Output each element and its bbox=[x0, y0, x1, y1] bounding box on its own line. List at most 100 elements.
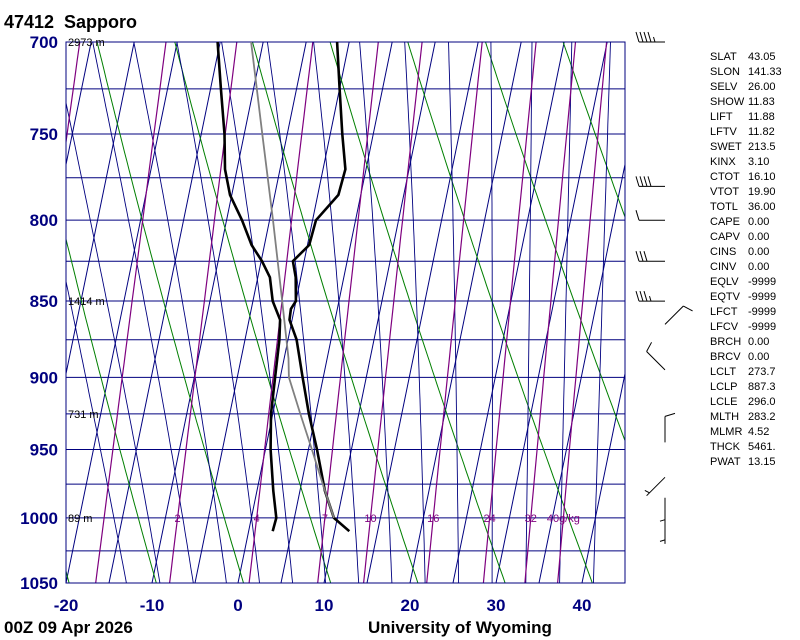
index-row: LCLE 296.0 bbox=[710, 395, 800, 410]
index-value: 4.52 bbox=[748, 426, 770, 438]
footer-source: University of Wyoming bbox=[368, 618, 552, 637]
barb-full bbox=[646, 342, 653, 352]
mixing-ratio-line bbox=[169, 42, 238, 583]
isotherm bbox=[66, 42, 178, 583]
temperature-tick-label: 30 bbox=[487, 596, 506, 615]
isotherm bbox=[366, 42, 479, 583]
station-id: 47412 bbox=[4, 12, 54, 32]
mixing-ratio-label: 7 bbox=[322, 513, 328, 525]
index-value: 0.00 bbox=[748, 246, 770, 258]
index-row: CAPV 0.00 bbox=[710, 230, 800, 245]
pressure-tick-label: 900 bbox=[30, 368, 58, 387]
index-value: -9999 bbox=[748, 276, 777, 288]
wind-barb bbox=[635, 176, 665, 187]
barb-full bbox=[635, 290, 640, 302]
barb-full bbox=[664, 412, 676, 417]
index-name: SLAT bbox=[710, 51, 737, 63]
isotherm bbox=[495, 42, 608, 583]
isotherm bbox=[409, 42, 522, 583]
barb-half bbox=[649, 295, 652, 302]
index-value: -9999 bbox=[748, 291, 777, 303]
moist-adiabat bbox=[490, 42, 493, 583]
index-name: CINV bbox=[710, 261, 737, 273]
isotherm bbox=[108, 42, 221, 583]
moist-adiabat bbox=[448, 42, 460, 583]
wind-barb bbox=[646, 342, 666, 371]
isotherm bbox=[280, 42, 393, 583]
index-row: MLTH 283.2 bbox=[710, 410, 800, 425]
wind-barb bbox=[635, 31, 665, 43]
wind-barb bbox=[664, 305, 693, 325]
index-name: SHOW bbox=[710, 96, 745, 108]
dry-adiabat bbox=[174, 42, 332, 583]
moist-adiabat bbox=[133, 42, 227, 583]
index-name: LFTV bbox=[710, 126, 737, 138]
wind-barb bbox=[659, 497, 666, 524]
index-value: 0.00 bbox=[748, 351, 770, 363]
mixing-ratio-label: 24 bbox=[483, 513, 495, 525]
barb-staff bbox=[664, 305, 684, 325]
index-name: SWET bbox=[710, 141, 742, 153]
index-value: 0.00 bbox=[748, 216, 770, 228]
parcel-path bbox=[250, 41, 335, 519]
barb-full bbox=[639, 251, 644, 262]
temperature-tick-label: 0 bbox=[233, 596, 242, 615]
index-value: 5461. bbox=[748, 441, 776, 453]
index-row: LFCT -9999 bbox=[710, 305, 800, 320]
index-name: CAPV bbox=[710, 231, 740, 243]
index-name: THCK bbox=[710, 441, 740, 453]
barb-full bbox=[639, 290, 644, 302]
index-name: MLMR bbox=[710, 426, 743, 438]
mixing-ratio-line bbox=[95, 42, 167, 583]
isotherm bbox=[452, 42, 565, 583]
mixing-ratio-line bbox=[524, 42, 577, 583]
index-name: TOTL bbox=[710, 201, 738, 213]
dry-adiabat bbox=[485, 42, 625, 442]
index-name: PWAT bbox=[710, 456, 741, 468]
index-value: 273.7 bbox=[748, 366, 776, 378]
moist-adiabat bbox=[593, 42, 611, 583]
pressure-tick-label: 750 bbox=[30, 125, 58, 144]
barb-full bbox=[643, 290, 648, 302]
wind-barb bbox=[644, 476, 666, 497]
index-value: 11.82 bbox=[748, 126, 775, 138]
index-name: LFCV bbox=[710, 321, 739, 333]
temperature-tick-label: 20 bbox=[401, 596, 420, 615]
temperature-tick-label: -20 bbox=[54, 596, 79, 615]
dry-adiabat bbox=[66, 569, 70, 583]
index-name: MLTH bbox=[710, 411, 740, 423]
index-row: CINS 0.00 bbox=[710, 245, 800, 260]
index-value: 36.00 bbox=[748, 201, 776, 213]
moist-adiabat bbox=[313, 42, 360, 583]
index-name: BRCV bbox=[710, 351, 741, 363]
index-name: LCLT bbox=[710, 366, 737, 378]
index-name: SELV bbox=[710, 81, 738, 93]
index-row: SHOW 11.83 bbox=[710, 95, 800, 110]
barb-staff bbox=[646, 476, 666, 497]
index-row: MLMR 4.52 bbox=[710, 425, 800, 440]
index-name: VTOT bbox=[710, 186, 740, 198]
index-row: SELV 26.00 bbox=[710, 80, 800, 95]
barb-full bbox=[639, 31, 644, 43]
mixing-ratio-line bbox=[426, 42, 483, 583]
index-row: SLAT 43.05 bbox=[710, 50, 800, 65]
moist-adiabat bbox=[266, 42, 327, 583]
pressure-tick-label: 700 bbox=[30, 33, 58, 52]
chart-grid bbox=[0, 41, 626, 584]
isotherm bbox=[0, 42, 5, 583]
pressure-tick-label: 1000 bbox=[20, 509, 58, 528]
isotherm bbox=[151, 42, 264, 583]
barb-half bbox=[659, 539, 666, 542]
index-row: SWET 213.5 bbox=[710, 140, 800, 155]
index-row: CAPE 0.00 bbox=[710, 215, 800, 230]
moist-adiabat bbox=[404, 42, 426, 583]
mixing-ratio-line bbox=[363, 42, 423, 583]
barb-full bbox=[647, 176, 652, 187]
wind-barb bbox=[635, 251, 665, 262]
dry-adiabat bbox=[96, 42, 244, 583]
wind-barb bbox=[635, 290, 665, 302]
index-value: 13.15 bbox=[748, 456, 776, 468]
barb-half bbox=[653, 36, 656, 43]
mixing-ratio-label: 10 bbox=[364, 513, 376, 525]
temperature-tick-label: 40 bbox=[573, 596, 592, 615]
